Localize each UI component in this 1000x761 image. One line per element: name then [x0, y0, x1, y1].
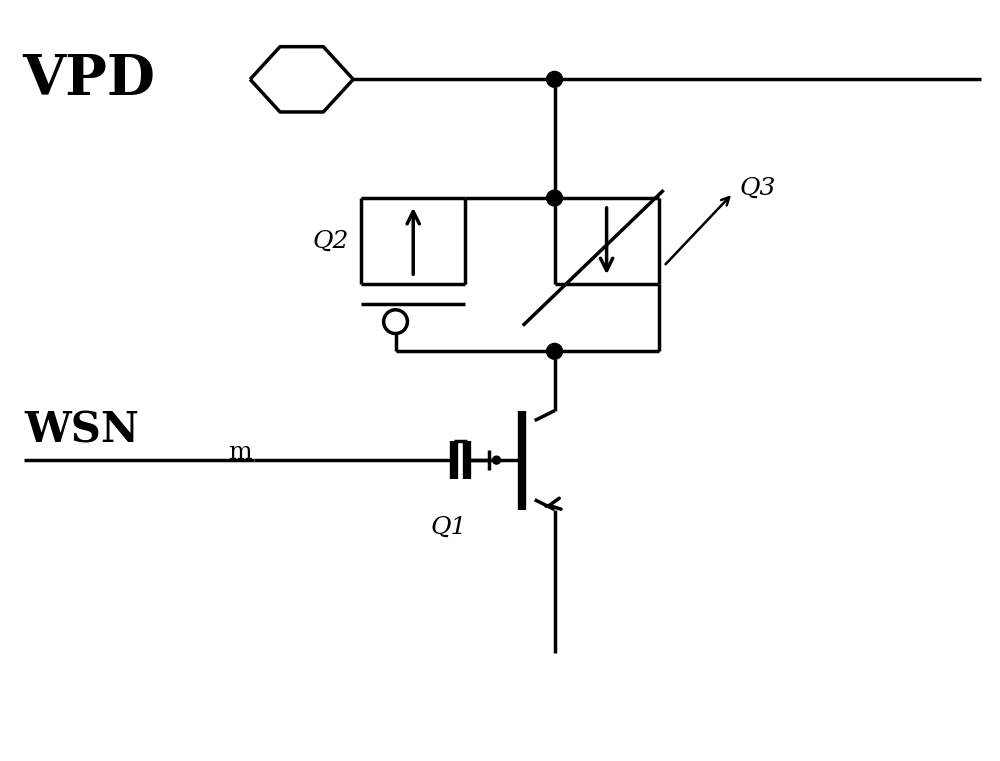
- Text: m: m: [228, 441, 252, 463]
- Circle shape: [547, 343, 562, 359]
- Circle shape: [384, 310, 407, 333]
- Text: WSN: WSN: [24, 409, 139, 451]
- Circle shape: [547, 72, 562, 88]
- Circle shape: [493, 456, 500, 464]
- Text: Q2: Q2: [313, 230, 349, 253]
- Text: Q1: Q1: [431, 516, 467, 539]
- Circle shape: [547, 190, 562, 206]
- Text: Q3: Q3: [740, 177, 776, 199]
- Text: VPD: VPD: [22, 52, 155, 107]
